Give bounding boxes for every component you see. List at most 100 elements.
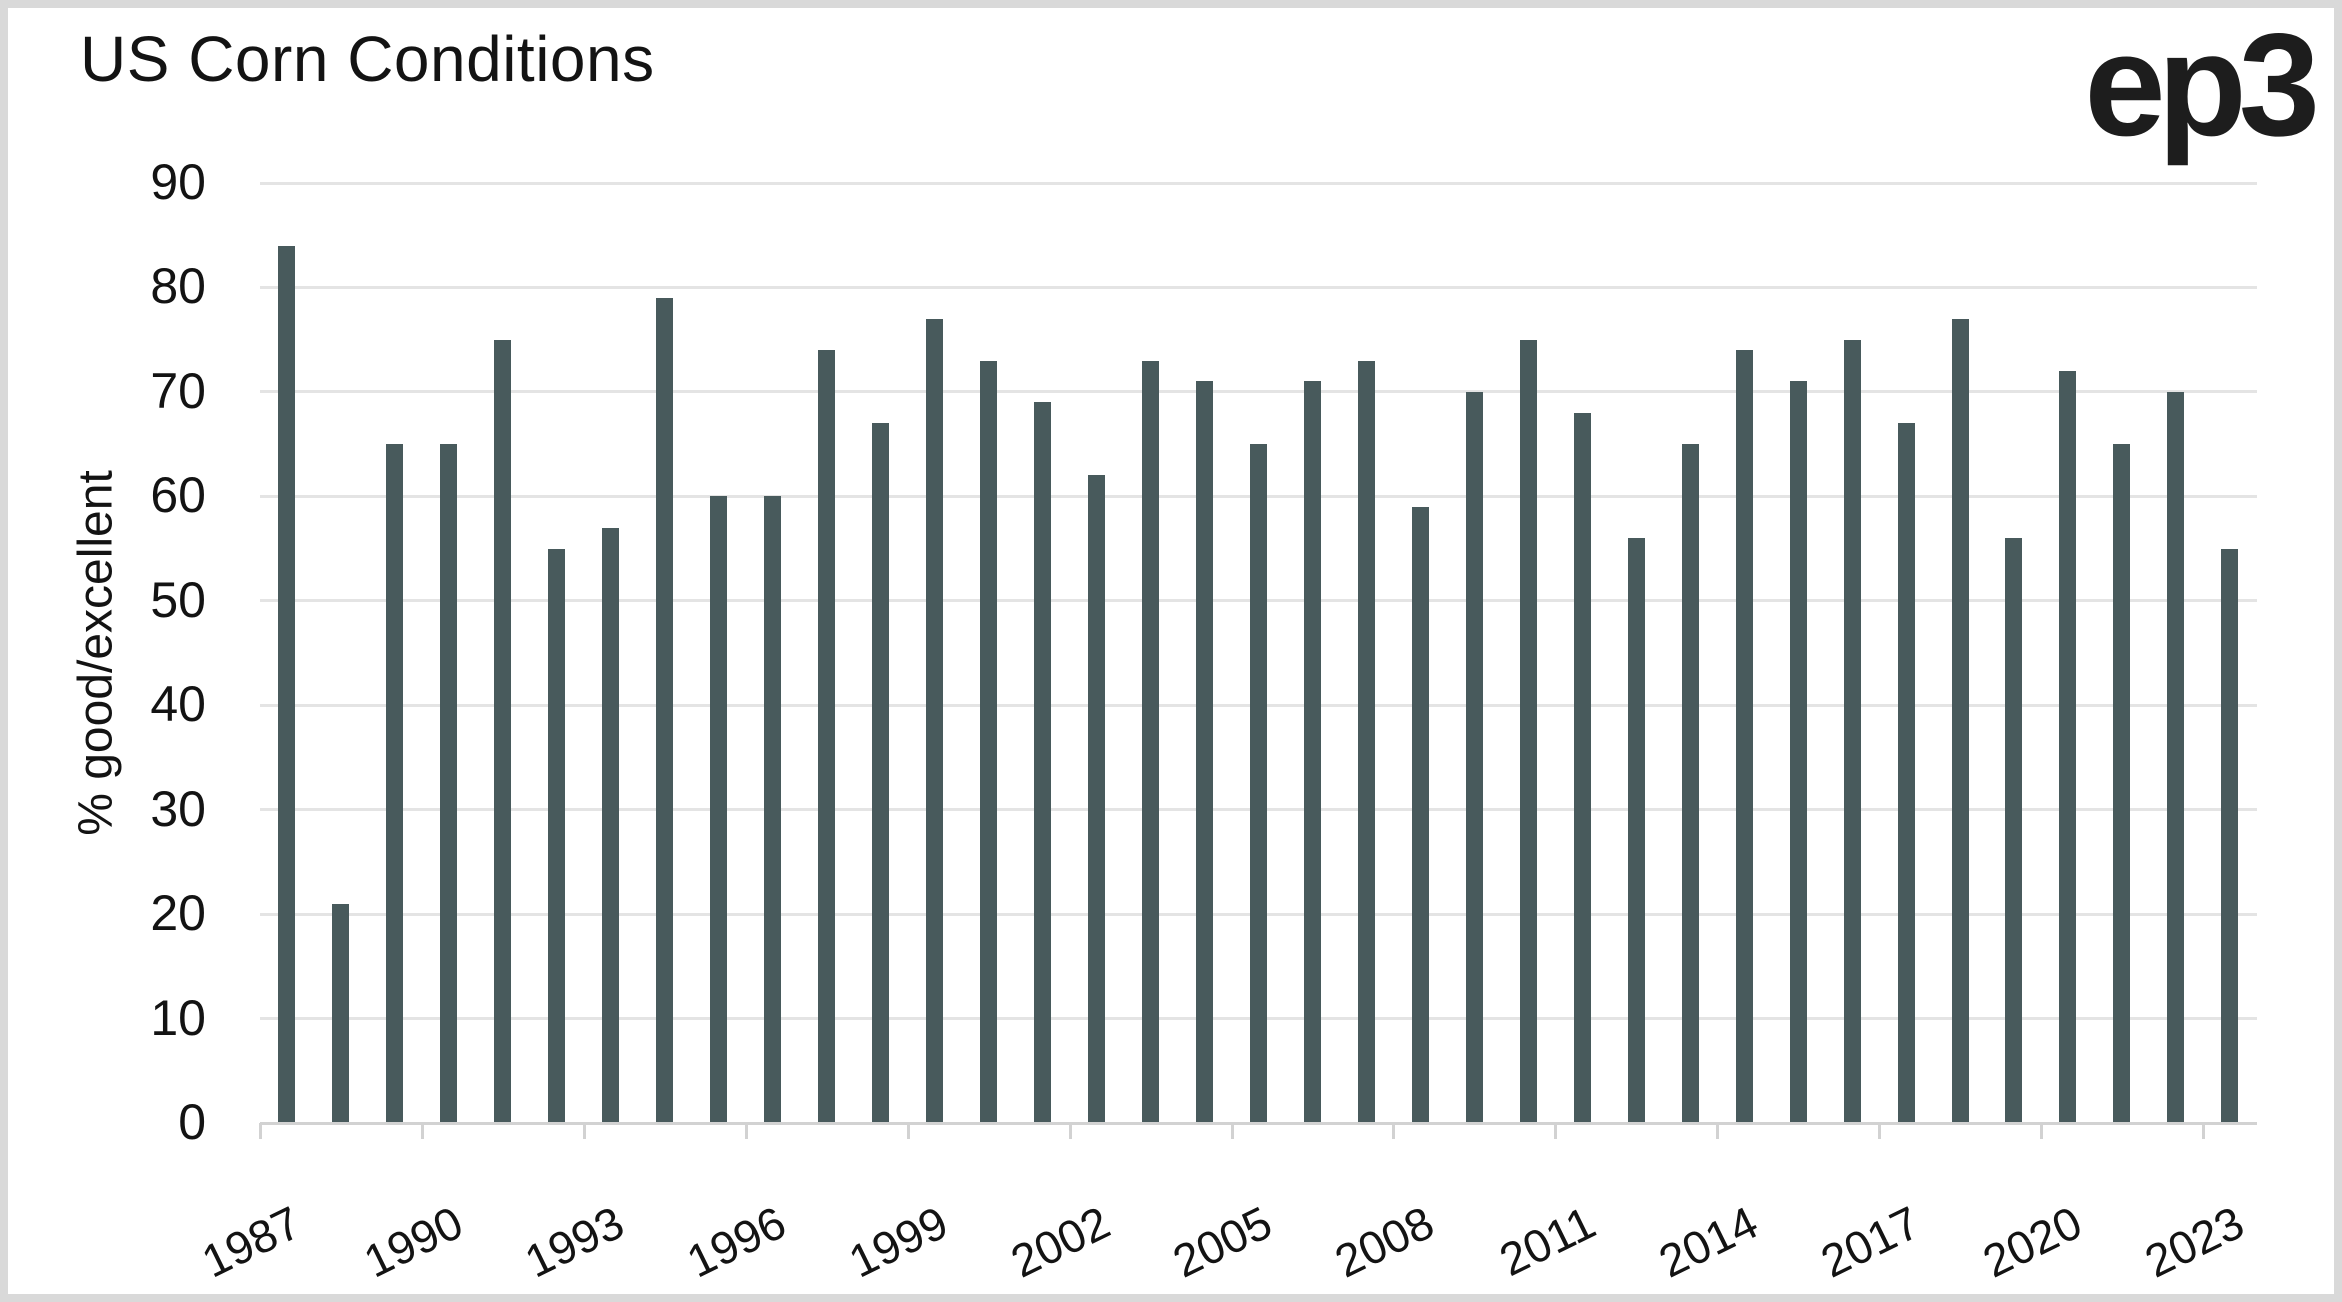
x-tick-label-2014: 2014 <box>1650 1195 1766 1288</box>
bar-slot-1992 <box>530 183 584 1123</box>
x-tick-2008 <box>1392 1123 1396 1139</box>
y-tick-label-10: 10 <box>150 989 206 1046</box>
bar-2023 <box>2221 548 2239 1123</box>
bar-slot-2019 <box>1987 183 2041 1123</box>
bar-1990 <box>440 444 458 1123</box>
bar-slot-2021 <box>2095 183 2149 1123</box>
bar-slot-2018 <box>1933 183 1987 1123</box>
bar-1991 <box>494 339 512 1123</box>
x-tick-label-1990: 1990 <box>355 1195 471 1288</box>
bar-slot-2005 <box>1231 183 1285 1123</box>
gridline-80 <box>260 285 2257 289</box>
bar-1987 <box>278 245 296 1123</box>
y-tick-label-80: 80 <box>150 258 206 315</box>
y-tick-label-0: 0 <box>178 1093 206 1150</box>
plot-area: 1987 1990 1993 1996 1999 2002 2005 2008 2011 2014… <box>193 181 2257 1288</box>
bar-1998 <box>872 423 890 1123</box>
bar-slot-2020 <box>2041 183 2095 1123</box>
bar-1997 <box>818 350 836 1123</box>
bar-2007 <box>1357 360 1375 1123</box>
bar-slot-2015 <box>1771 183 1825 1123</box>
x-tick-1993 <box>582 1123 586 1139</box>
bar-2012 <box>1627 538 1645 1123</box>
x-tick-label-2011: 2011 <box>1491 1195 1604 1287</box>
bar-slot-1991 <box>476 183 530 1123</box>
bar-slot-2014 <box>1717 183 1771 1123</box>
bar-2001 <box>1034 402 1052 1123</box>
bar-2013 <box>1681 444 1699 1123</box>
x-tick-2020 <box>2040 1123 2044 1139</box>
x-tick-1996 <box>744 1123 748 1139</box>
bar-slot-2017 <box>1879 183 1933 1123</box>
bar-2005 <box>1249 444 1267 1123</box>
bar-slot-1998 <box>854 183 908 1123</box>
x-tick-label-2017: 2017 <box>1812 1195 1928 1288</box>
bar-slot-2000 <box>962 183 1016 1123</box>
bar-slot-1990 <box>422 183 476 1123</box>
bar-slot-2008 <box>1393 183 1447 1123</box>
bar-1995 <box>710 496 728 1123</box>
bar-slot-2001 <box>1016 183 1070 1123</box>
gridline-90 <box>260 181 2257 185</box>
bar-1999 <box>926 318 944 1123</box>
x-tick-1999 <box>906 1123 910 1139</box>
bar-slot-2013 <box>1663 183 1717 1123</box>
bar-2020 <box>2059 371 2077 1123</box>
x-tick-label-2002: 2002 <box>1003 1195 1118 1288</box>
x-tick-2005 <box>1230 1123 1234 1139</box>
bar-series <box>260 183 2257 1123</box>
x-tick-2002 <box>1068 1123 1072 1139</box>
bar-slot-1988 <box>314 183 368 1123</box>
bar-slot-1995 <box>692 183 746 1123</box>
bar-2017 <box>1897 423 1915 1123</box>
ep3-logo: ep3 <box>2084 3 2320 166</box>
bar-2014 <box>1735 350 1753 1123</box>
bar-slot-1994 <box>638 183 692 1123</box>
chart-title: US Corn Conditions <box>80 23 655 95</box>
bar-slot-1996 <box>746 183 800 1123</box>
x-tick-2011 <box>1554 1123 1558 1139</box>
bar-slot-2016 <box>1825 183 1879 1123</box>
bar-2000 <box>980 360 998 1123</box>
bar-2021 <box>2113 444 2131 1123</box>
x-tick-2023 <box>2202 1123 2206 1139</box>
bar-2009 <box>1465 391 1483 1123</box>
x-tick-2014 <box>1716 1123 1720 1139</box>
x-tick-1990 <box>420 1123 424 1139</box>
x-tick-label-2005: 2005 <box>1164 1195 1280 1288</box>
x-tick-label-1987: 1987 <box>193 1195 309 1288</box>
x-tick-label-2020: 2020 <box>1974 1195 2090 1288</box>
bar-1988 <box>332 903 350 1123</box>
bar-slot-2010 <box>1501 183 1555 1123</box>
x-tick-label-1996: 1996 <box>679 1195 794 1288</box>
bar-slot-2007 <box>1339 183 1393 1123</box>
bar-2003 <box>1141 360 1159 1123</box>
bar-2004 <box>1195 381 1213 1123</box>
bar-2019 <box>2005 538 2023 1123</box>
bar-slot-1989 <box>368 183 422 1123</box>
bar-2022 <box>2167 391 2185 1123</box>
y-tick-label-50: 50 <box>150 571 206 628</box>
y-tick-label-30: 30 <box>150 780 206 837</box>
x-tick-label-1993: 1993 <box>517 1195 633 1288</box>
bar-slot-2012 <box>1609 183 1663 1123</box>
bar-slot-2004 <box>1177 183 1231 1123</box>
bar-2008 <box>1411 506 1429 1123</box>
bar-1996 <box>764 496 782 1123</box>
bar-slot-2023 <box>2203 183 2257 1123</box>
y-tick-label-90: 90 <box>150 153 206 210</box>
bar-1989 <box>386 444 404 1123</box>
bar-slot-1999 <box>908 183 962 1123</box>
y-tick-label-70: 70 <box>150 362 206 419</box>
bar-slot-1993 <box>584 183 638 1123</box>
bar-slot-2003 <box>1124 183 1178 1123</box>
x-tick-1987 <box>259 1123 262 1139</box>
bar-slot-2002 <box>1070 183 1124 1123</box>
x-tick-2017 <box>1878 1123 1882 1139</box>
bar-1994 <box>656 297 674 1123</box>
bar-1993 <box>602 527 620 1123</box>
bar-slot-2006 <box>1285 183 1339 1123</box>
gridline-70 <box>260 390 2257 394</box>
bar-2011 <box>1573 412 1591 1123</box>
